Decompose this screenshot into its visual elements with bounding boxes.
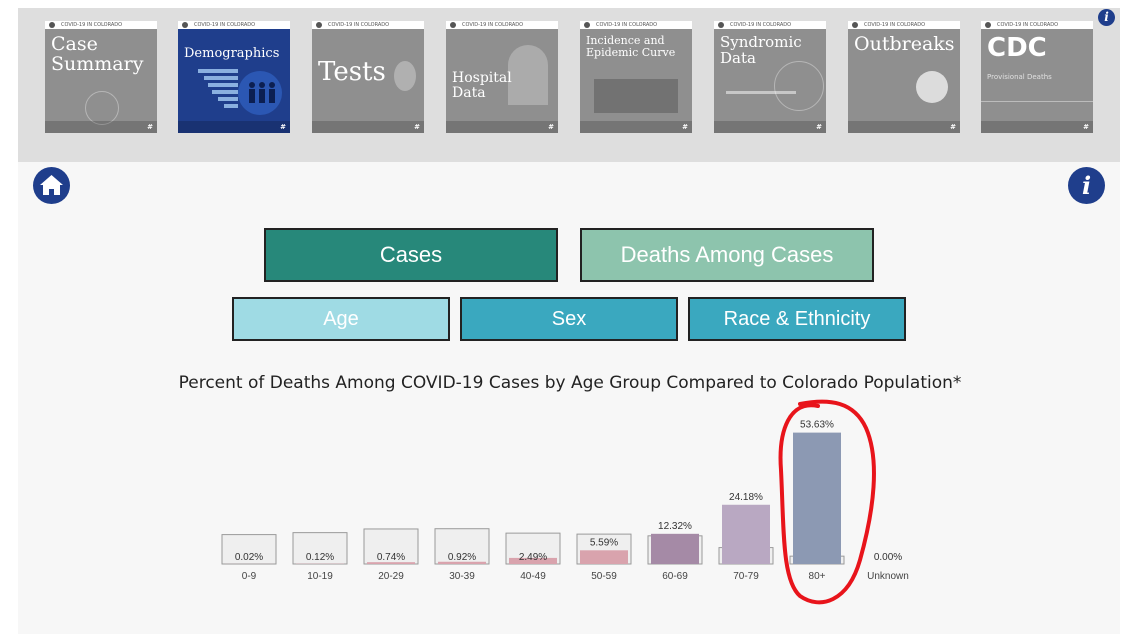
tile-title: Hospital Data (452, 70, 512, 101)
tile-title: Incidence and Epidemic Curve (586, 34, 676, 59)
category-label: 20-29 (378, 571, 404, 582)
tile-title: Tests (318, 57, 386, 87)
thermometer-icon (726, 91, 796, 94)
tile-syndromic-data[interactable]: COVID-19 IN COLORADO Syndromic Data # (714, 21, 826, 133)
tile-title: Outbreaks (854, 33, 955, 55)
tile-tests[interactable]: COVID-19 IN COLORADO Tests # (312, 21, 424, 133)
people-silhouette-icon (594, 79, 678, 113)
category-label: 60-69 (662, 571, 688, 582)
category-label: 70-79 (733, 571, 759, 582)
data-label: 24.18% (729, 492, 763, 503)
death-bar (722, 504, 770, 564)
data-label: 0.74% (377, 552, 405, 563)
category-label: 0-9 (242, 571, 257, 582)
death-bar (793, 432, 841, 564)
sex-button[interactable]: Sex (460, 297, 678, 341)
target-rings-icon (774, 61, 824, 111)
microscope-icon (394, 61, 416, 91)
cdphe-logo-icon: # (548, 123, 554, 131)
tile-demographics[interactable]: COVID-19 IN COLORADO Demographics # (178, 21, 290, 133)
category-label: Unknown (867, 571, 909, 582)
tile-cdc-provisional-deaths[interactable]: COVID-19 IN COLORADO CDC Provisional Dea… (981, 21, 1093, 133)
death-bar (438, 561, 486, 564)
data-label: 2.49% (519, 552, 547, 563)
data-label: 12.32% (658, 521, 692, 532)
highlight-circle-annotation (778, 399, 876, 605)
race-ethnicity-button[interactable]: Race & Ethnicity (688, 297, 906, 341)
age-button[interactable]: Age (232, 297, 450, 341)
cdphe-logo-icon: # (147, 123, 153, 131)
graph-lines-icon (981, 101, 1093, 102)
cdphe-logo-icon: # (414, 123, 420, 131)
deaths-among-cases-button[interactable]: Deaths Among Cases (580, 228, 874, 282)
death-bar (651, 533, 699, 564)
cdphe-logo-icon: # (682, 123, 688, 131)
tile-hospital-data[interactable]: COVID-19 IN COLORADO Hospital Data # (446, 21, 558, 133)
category-label: 50-59 (591, 571, 617, 582)
data-label: 0.92% (448, 552, 476, 563)
info-button[interactable]: i (1068, 167, 1105, 204)
tile-title: Case Summary (51, 33, 144, 75)
cdphe-logo-icon: # (1083, 123, 1089, 131)
death-bar (580, 550, 628, 564)
data-label: 53.63% (800, 420, 834, 431)
virus-cell-icon (916, 71, 948, 103)
death-bar (367, 562, 415, 564)
population-pyramid-icon (198, 69, 282, 115)
category-label: 80+ (809, 571, 826, 582)
home-icon (40, 175, 63, 195)
home-button[interactable] (33, 167, 70, 204)
data-label: 0.12% (306, 552, 334, 563)
data-label: 5.59% (590, 537, 618, 548)
data-label: 0.02% (235, 552, 263, 563)
death-bar (509, 557, 557, 564)
tile-title: Demographics (184, 46, 280, 61)
population-bar (434, 528, 490, 565)
cdphe-logo-icon: # (950, 123, 956, 131)
chart-title: Percent of Deaths Among COVID-19 Cases b… (178, 373, 962, 393)
tile-title: CDC (987, 33, 1047, 63)
virus-icon (85, 91, 119, 125)
tile-subtitle: Provisional Deaths (987, 73, 1052, 81)
tile-title: Syndromic Data (720, 33, 802, 67)
tile-case-summary[interactable]: COVID-19 IN COLORADO Case Summary # (45, 21, 157, 133)
cases-button[interactable]: Cases (264, 228, 558, 282)
population-bar (363, 528, 419, 565)
tile-outbreaks[interactable]: COVID-19 IN COLORADO Outbreaks # (848, 21, 960, 133)
category-label: 40-49 (520, 571, 546, 582)
patient-icon (508, 45, 548, 105)
category-label: 10-19 (307, 571, 333, 582)
cdphe-logo-icon: # (816, 123, 822, 131)
data-label: 0.00% (874, 552, 902, 563)
info-icon[interactable]: i (1098, 9, 1115, 26)
category-label: 30-39 (449, 571, 475, 582)
cdphe-logo-icon: # (280, 123, 286, 131)
tile-incidence-epidemic-curve[interactable]: COVID-19 IN COLORADO Incidence and Epide… (580, 21, 692, 133)
